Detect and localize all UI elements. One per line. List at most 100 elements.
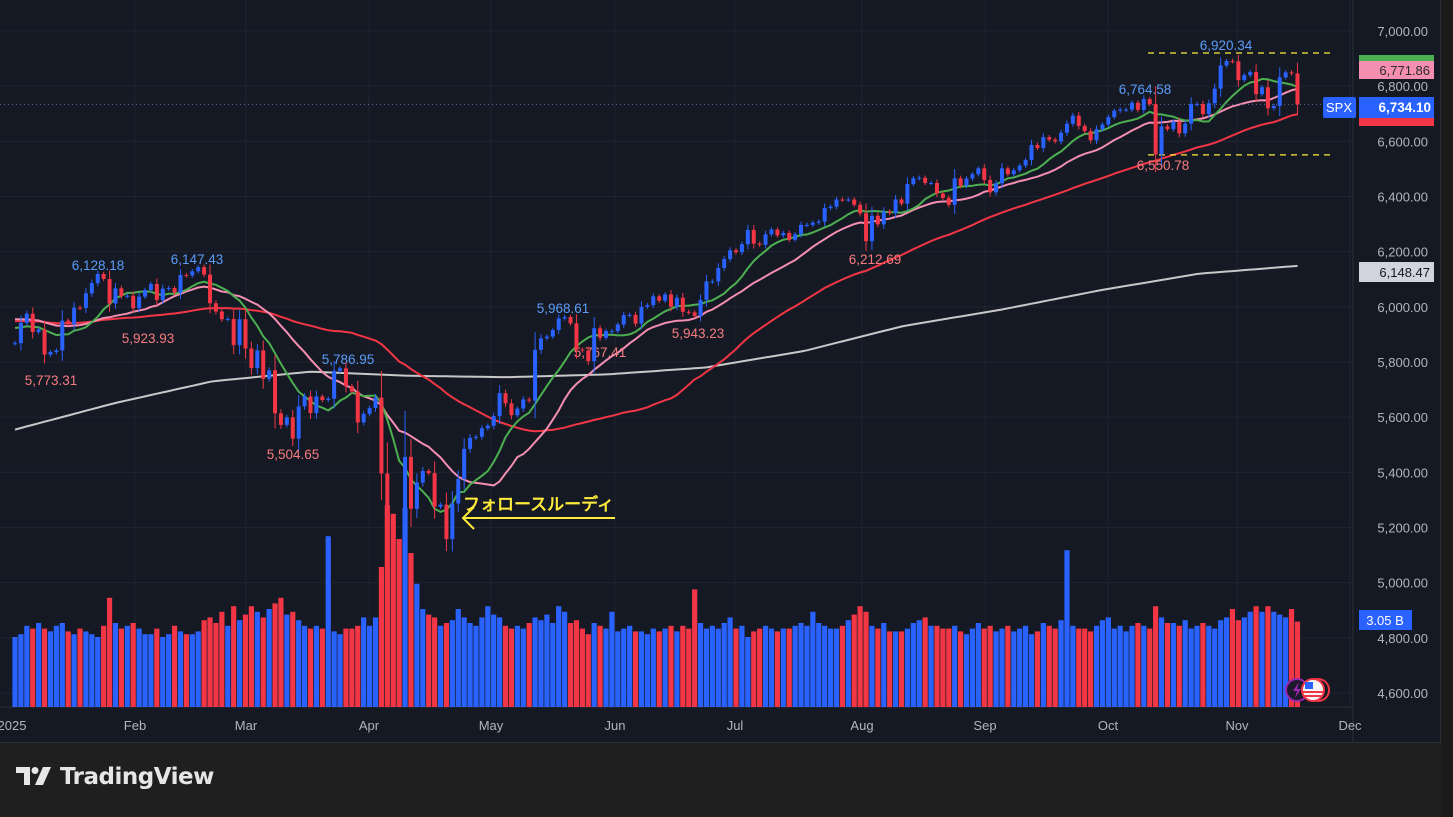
candle-body [994, 183, 999, 193]
candle-body [852, 199, 857, 205]
volume-bar [349, 628, 355, 707]
volume-bar [1011, 631, 1017, 707]
volume-bar [83, 631, 89, 707]
candle-body [657, 296, 662, 301]
candle-body [78, 307, 83, 309]
volume-bar [479, 617, 485, 707]
candle-body [864, 213, 869, 242]
candle-body [178, 275, 183, 293]
candle-body [1141, 99, 1146, 110]
candle-body [473, 436, 478, 438]
tradingview-logo[interactable]: TradingView [16, 764, 214, 790]
candle-body [1271, 106, 1276, 109]
volume-bar [615, 631, 621, 707]
price-annotation-low: 5,773.31 [25, 373, 78, 388]
volume-bar [792, 625, 798, 707]
time-tick-label: Nov [1225, 718, 1249, 733]
volume-bar [71, 634, 77, 707]
price-tick-label: 5,600.00 [1377, 410, 1428, 425]
volume-bar [981, 628, 987, 707]
volume-bar [77, 628, 83, 707]
candle-body [633, 314, 638, 324]
candle-body [302, 396, 307, 407]
candle-body [1254, 72, 1259, 95]
volume-bar [242, 614, 249, 707]
candle-body [1023, 160, 1028, 166]
volume-bar [106, 597, 113, 707]
volume-bar [963, 634, 970, 707]
annotations: 6,128.18 6,147.43 5,923.93 5,773.31 5,786.95… [25, 38, 1253, 462]
volume-bar [1070, 625, 1076, 707]
volume-bar [1082, 628, 1088, 707]
volume-bar [1229, 609, 1236, 707]
candle-body [361, 413, 366, 423]
candle-body [680, 297, 685, 312]
volume-bar [869, 625, 875, 707]
price-chart[interactable]: 6,128.18 6,147.43 5,923.93 5,773.31 5,786.95… [0, 0, 1441, 742]
volume-bar [1176, 625, 1182, 707]
candle-body [237, 319, 242, 346]
price-axis[interactable]: 7,000.00 6,800.00 6,600.00 6,400.00 6,200.00… [1377, 24, 1428, 701]
volume-bar [644, 634, 650, 707]
time-tick-label: Dec [1338, 718, 1362, 733]
volume-bar [171, 625, 178, 707]
candle-body [391, 562, 396, 566]
candle-body [875, 215, 880, 225]
candle-body [397, 565, 402, 588]
candle-body [314, 396, 319, 414]
volume-bar [195, 631, 201, 707]
axis-price-labels: 6,771.86 SPX 6,734.10 6,148.47 3.05 B [1323, 55, 1434, 630]
volume-bar [1023, 625, 1029, 707]
volume-bar [231, 606, 237, 707]
volume-bar [627, 625, 633, 707]
volume-bar [497, 617, 503, 707]
chart-pane[interactable] [0, 0, 1441, 743]
volume-bar [1005, 625, 1011, 707]
volume-bar [325, 536, 331, 707]
volume-bar [1247, 611, 1253, 707]
candle-body [332, 370, 337, 399]
volume-bar [414, 583, 420, 707]
ma-short-price-label [1359, 55, 1434, 63]
candle-body [1053, 139, 1058, 142]
candle-body [1076, 115, 1081, 126]
volume-bar [987, 625, 993, 707]
volume-bar [166, 634, 172, 707]
volume-bar [420, 609, 426, 707]
volume-bar [757, 628, 763, 707]
volume-bar [762, 625, 769, 707]
candle-body [273, 370, 278, 414]
candle-body [1242, 75, 1247, 81]
volume-bar [455, 609, 461, 707]
candle-body [923, 177, 928, 183]
candle-body [698, 299, 703, 316]
candle-body [609, 331, 614, 333]
volume-bar [101, 625, 107, 707]
volume-bar [526, 623, 532, 707]
candle-body [261, 350, 266, 379]
candle-body [988, 179, 993, 193]
candle-body [83, 293, 88, 308]
candle-body [148, 283, 153, 291]
volume-bar [372, 617, 379, 707]
volume-bar [786, 628, 792, 707]
candle-body [645, 305, 650, 307]
time-axis[interactable]: 2025 Feb Mar Apr May Jun Jul Aug Sep Oct Nov Dec [0, 718, 1362, 733]
candle-body [166, 288, 171, 290]
volume-bar [1218, 620, 1224, 707]
volume-bar [597, 625, 603, 707]
volume-bar [1135, 623, 1141, 707]
candle-body [160, 288, 165, 300]
candle-body [639, 306, 644, 324]
candle-body [869, 215, 874, 242]
candle-body [225, 318, 230, 320]
candle-body [479, 428, 484, 437]
volume-bar [538, 620, 544, 707]
symbol-label[interactable] [1323, 97, 1356, 118]
volume-bar [1265, 606, 1271, 707]
volume-bar [727, 617, 733, 707]
volume-bar [18, 634, 24, 707]
candle-body [101, 274, 106, 279]
candle-body [538, 338, 543, 350]
candle-body [296, 406, 301, 439]
